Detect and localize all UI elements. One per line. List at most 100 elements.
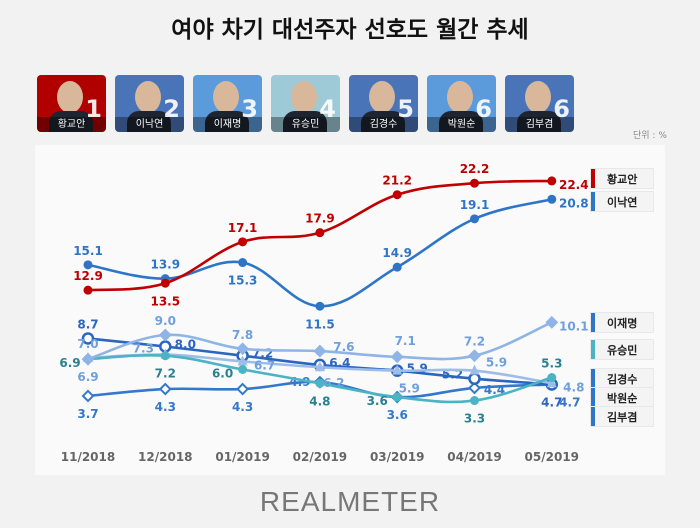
- data-point: [392, 262, 402, 272]
- data-label: 8.0: [175, 338, 196, 352]
- data-label: 7.3: [133, 342, 154, 356]
- data-label: 7.0: [77, 337, 98, 351]
- candidate-name: 박원순: [427, 117, 496, 132]
- data-point: [238, 258, 248, 268]
- legend-label: 김부겸: [607, 410, 638, 424]
- x-tick-label: 11/2018: [61, 450, 115, 464]
- portrait: [447, 81, 473, 113]
- data-point: [547, 176, 557, 186]
- data-point: [160, 351, 170, 361]
- data-label: 4.8: [563, 380, 584, 394]
- data-point: [392, 190, 402, 200]
- x-tick-label: 02/2019: [293, 450, 347, 464]
- data-point: [313, 344, 327, 358]
- x-tick-label: 04/2019: [447, 450, 501, 464]
- data-point: [81, 332, 95, 345]
- data-point: [238, 237, 248, 247]
- data-point: [547, 373, 557, 383]
- rank: 6: [553, 95, 570, 123]
- data-point: [81, 389, 95, 403]
- data-label: 14.9: [382, 246, 412, 260]
- x-tick-label: 12/2018: [138, 450, 192, 464]
- x-tick-label: 01/2019: [215, 450, 269, 464]
- data-label: 22.4: [559, 178, 589, 192]
- data-label: 5.9: [486, 356, 507, 370]
- data-label: 13.9: [150, 258, 180, 272]
- data-label: 5.3: [541, 357, 562, 371]
- legend-label: 이재명: [607, 316, 638, 330]
- data-label: 7.1: [395, 334, 416, 348]
- legend-swatch: [591, 369, 595, 388]
- data-point: [468, 381, 481, 395]
- data-label: 4.7: [541, 395, 562, 409]
- data-point: [158, 382, 172, 396]
- data-point: [83, 260, 93, 270]
- data-point: [392, 392, 402, 402]
- data-label: 22.2: [460, 162, 490, 176]
- candidate-card: 5 김경수: [349, 75, 418, 132]
- data-label: 3.6: [367, 394, 388, 408]
- data-point: [160, 278, 170, 288]
- data-label: 17.1: [228, 221, 258, 235]
- data-point: [546, 377, 557, 388]
- portrait-suit: [205, 111, 249, 132]
- data-label: 5.9: [407, 362, 428, 376]
- candidate-name: 김경수: [349, 117, 418, 132]
- data-point: [547, 194, 557, 204]
- candidate-name: 유승민: [271, 117, 340, 132]
- portrait-suit: [283, 111, 327, 132]
- chart-panel: [35, 145, 665, 475]
- legend-swatch: [591, 388, 595, 407]
- data-label: 4.8: [309, 394, 330, 408]
- candidate-card: 6 김부겸: [505, 75, 574, 132]
- data-point: [545, 315, 559, 329]
- legend-item: 이재명: [590, 312, 654, 333]
- data-point: [236, 342, 250, 356]
- legend-label: 유승민: [607, 343, 638, 357]
- data-point: [468, 349, 481, 363]
- data-label: 3.3: [464, 412, 485, 426]
- portrait: [135, 81, 161, 113]
- rank: 6: [475, 95, 492, 123]
- data-point: [315, 301, 325, 311]
- portrait: [291, 81, 317, 113]
- legend-swatch: [591, 407, 595, 426]
- data-label: 7.2: [464, 335, 485, 349]
- rank: 2: [163, 95, 180, 123]
- data-point: [470, 396, 479, 406]
- portrait-suit: [127, 111, 171, 132]
- data-label: 12.9: [73, 269, 103, 283]
- data-label: 20.8: [559, 196, 589, 210]
- data-label: 6.9: [59, 356, 80, 370]
- legend-swatch: [591, 192, 595, 211]
- legend-item: 황교안: [590, 168, 654, 189]
- series-이재명: 6.9 9.0 7.8 7.6 7.1 7.2 10.1: [77, 314, 588, 384]
- data-point: [237, 355, 248, 366]
- data-point: [81, 352, 95, 366]
- data-point: [315, 378, 325, 388]
- data-label: 6.9: [77, 370, 98, 384]
- candidate-card: 2 이낙연: [115, 75, 184, 132]
- candidate-name: 황교안: [37, 117, 106, 132]
- candidate-card: 3 이재명: [193, 75, 262, 132]
- data-label: 7.8: [232, 328, 253, 342]
- legend-item: 김경수: [590, 368, 654, 389]
- data-point: [83, 285, 93, 295]
- series-황교안: 12.9 13.5 17.1 17.9 21.2 22.2 22.4: [73, 162, 588, 308]
- data-label: 3.6: [387, 408, 408, 422]
- unit-label: 단위 : %: [633, 131, 667, 141]
- data-label: 7.2: [155, 367, 176, 381]
- rank: 1: [85, 95, 102, 123]
- data-point: [470, 178, 479, 188]
- data-point: [468, 372, 481, 385]
- portrait-suit: [517, 111, 561, 132]
- legend-label: 이낙연: [607, 195, 638, 209]
- x-tick-label: 03/2019: [370, 450, 424, 464]
- data-label: 21.2: [382, 174, 412, 188]
- brand-logo: REALMETER: [259, 486, 441, 517]
- data-label: 17.9: [305, 212, 335, 226]
- candidate-card: 4 유승민: [271, 75, 340, 132]
- legend-swatch: [591, 313, 595, 332]
- legend-label: 황교안: [607, 172, 638, 186]
- data-label: 4.3: [232, 400, 253, 414]
